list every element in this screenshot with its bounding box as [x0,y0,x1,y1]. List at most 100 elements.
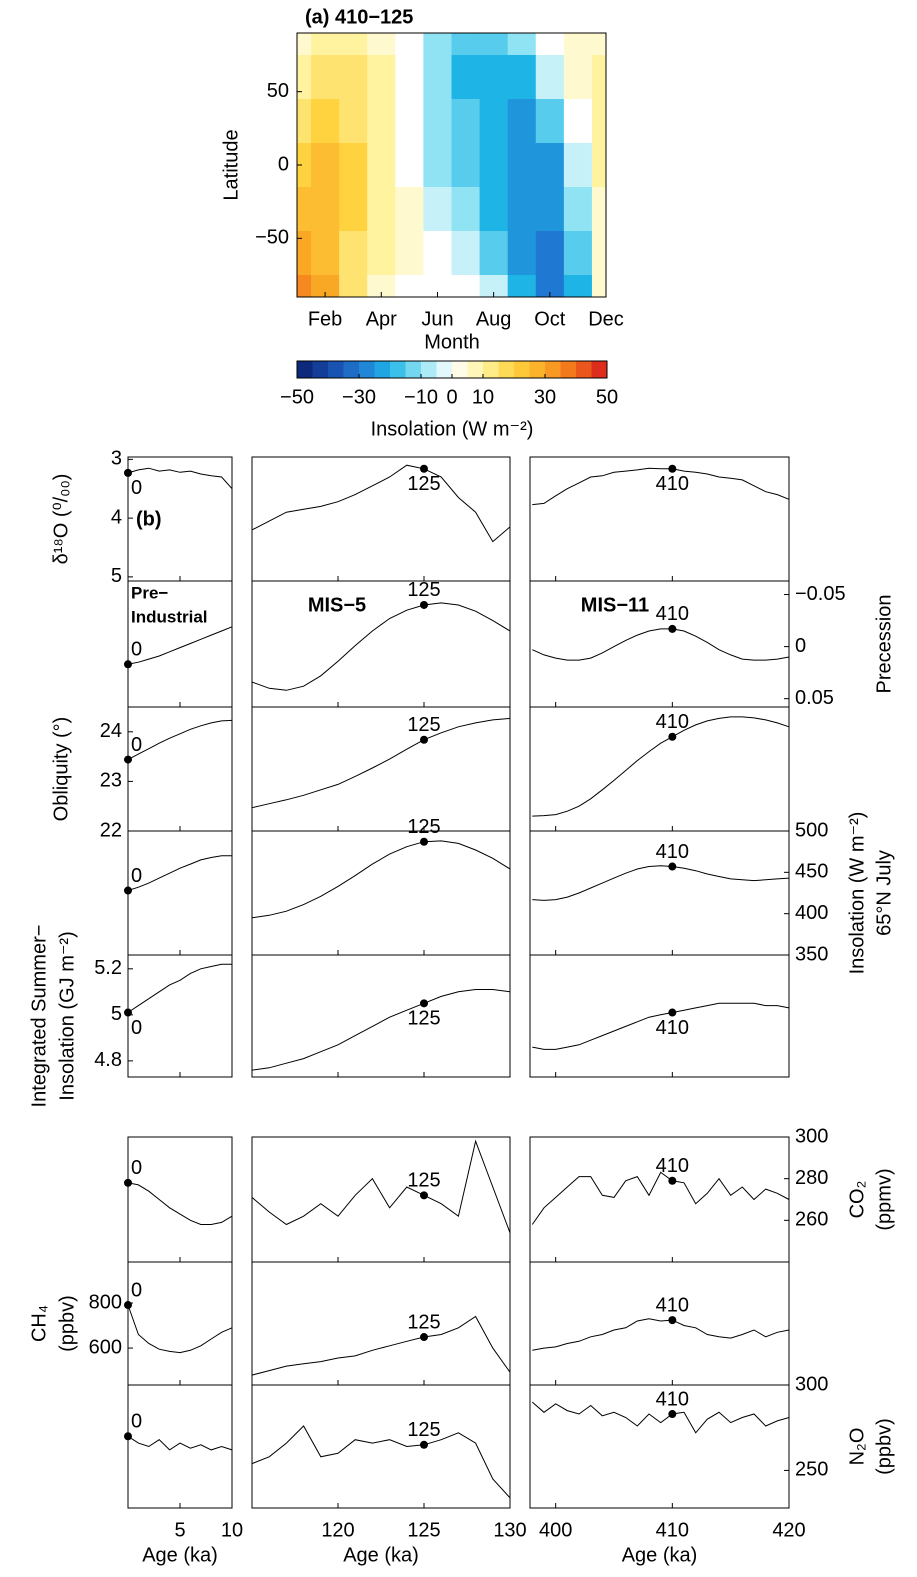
heat-cell [479,33,509,56]
x-tick-label: 130 [493,1519,526,1541]
heat-cell [311,275,340,297]
y-tick-label: 22 [100,819,122,841]
heat-cell [591,231,606,276]
y-axis-label: CH₄ [28,1305,50,1342]
marker-dot [668,732,677,741]
y-axis-label: CO₂ [846,1181,868,1219]
y-tick-label: 4 [111,506,122,528]
series-line [532,716,790,817]
series-line [251,1315,511,1376]
column-annotation: MIS−11 [581,594,649,616]
marker-dot [668,1410,677,1419]
series-line [127,626,233,665]
heat-cell [423,275,452,297]
marker-dot [124,468,132,477]
marker-label: 410 [656,711,689,733]
colorbar-swatch [483,361,499,378]
colorbar-tick-label: 0 [446,386,457,408]
y-axis-label: Insolation (GJ m⁻²) [56,931,78,1100]
heat-cell [479,99,509,144]
heat-cell [451,231,481,276]
heat-cell [395,187,424,232]
y-tick-label: 23 [100,770,122,792]
x-tick-label: Oct [534,308,566,330]
heat-cell [395,275,424,297]
marker-dot [420,1191,428,1200]
heat-cell [591,33,606,56]
heat-cell [311,33,340,56]
series-line [251,464,511,543]
colorbar-swatch [359,361,375,378]
marker-dot [420,1333,428,1342]
heat-cell [479,187,509,232]
panel-frame [251,1384,511,1509]
x-tick-label: 125 [407,1519,440,1541]
y-axis-label: 65°N July [873,850,895,936]
y-axis-label: Latitude [220,129,242,200]
y-tick-label: 5.2 [94,957,122,979]
heat-cell [297,99,312,144]
marker-label: 410 [656,603,689,625]
heat-cell [297,33,312,56]
colorbar-swatch [514,361,530,378]
heat-cell [339,275,368,297]
series-line [127,1304,233,1354]
marker-label: 0 [131,639,142,661]
marker-dot [420,735,428,744]
marker-label: 125 [407,473,440,495]
x-tick-label: 120 [321,1519,354,1541]
x-tick-label: Jun [421,308,453,330]
colorbar-swatch [560,361,577,378]
marker-dot [124,886,132,895]
panel-frame [251,456,511,582]
heat-cell [563,33,593,56]
marker-label: 125 [407,714,440,736]
colorbar-tick-label: 10 [472,386,494,408]
heat-cell [423,143,452,188]
x-tick-label: 420 [772,1519,805,1541]
heat-cell [451,55,481,100]
heat-cell [311,187,340,232]
marker-label: 410 [656,1017,689,1039]
heat-cell [591,143,606,188]
y-tick-label: 250 [795,1459,828,1481]
panel-frame [127,830,233,956]
heat-cell [423,187,452,232]
marker-label: 125 [407,1419,440,1441]
y-tick-label: −0.05 [795,583,846,605]
series-line [127,963,232,1013]
heat-cell [535,55,565,100]
colorbar-swatch [312,361,329,378]
x-tick-label: Dec [588,308,624,330]
heat-cell [507,143,537,188]
heat-cell [563,55,593,100]
marker-label: 125 [407,1311,440,1333]
colorbar-tick-label: −50 [280,386,314,408]
series-line [251,840,511,919]
heat-cell [563,187,593,232]
marker-dot [124,1301,132,1310]
heat-cell [451,187,481,232]
series-line [127,1182,233,1225]
marker-dot [668,1008,677,1017]
heat-cell [535,275,565,297]
heat-cell [367,187,396,232]
colorbar-swatch [374,361,391,378]
marker-label: 410 [656,1388,689,1410]
panel-frame [529,954,790,1078]
colorbar-swatch [436,361,453,378]
column-annotation: Industrial [131,607,208,626]
series-line [532,1318,790,1351]
heat-cell [339,55,368,100]
colorbar-swatch [498,361,515,378]
x-axis-label: Age (ka) [142,1544,218,1566]
marker-label: 0 [131,1411,142,1433]
x-tick-label: 410 [656,1519,689,1541]
y-tick-label: 0 [795,635,806,657]
series-line [531,1401,790,1434]
colorbar-swatch [545,361,561,378]
panel-frame [251,954,511,1078]
heat-cell [367,99,396,144]
panel-frame [127,954,233,1078]
marker-label: 0 [131,865,142,887]
